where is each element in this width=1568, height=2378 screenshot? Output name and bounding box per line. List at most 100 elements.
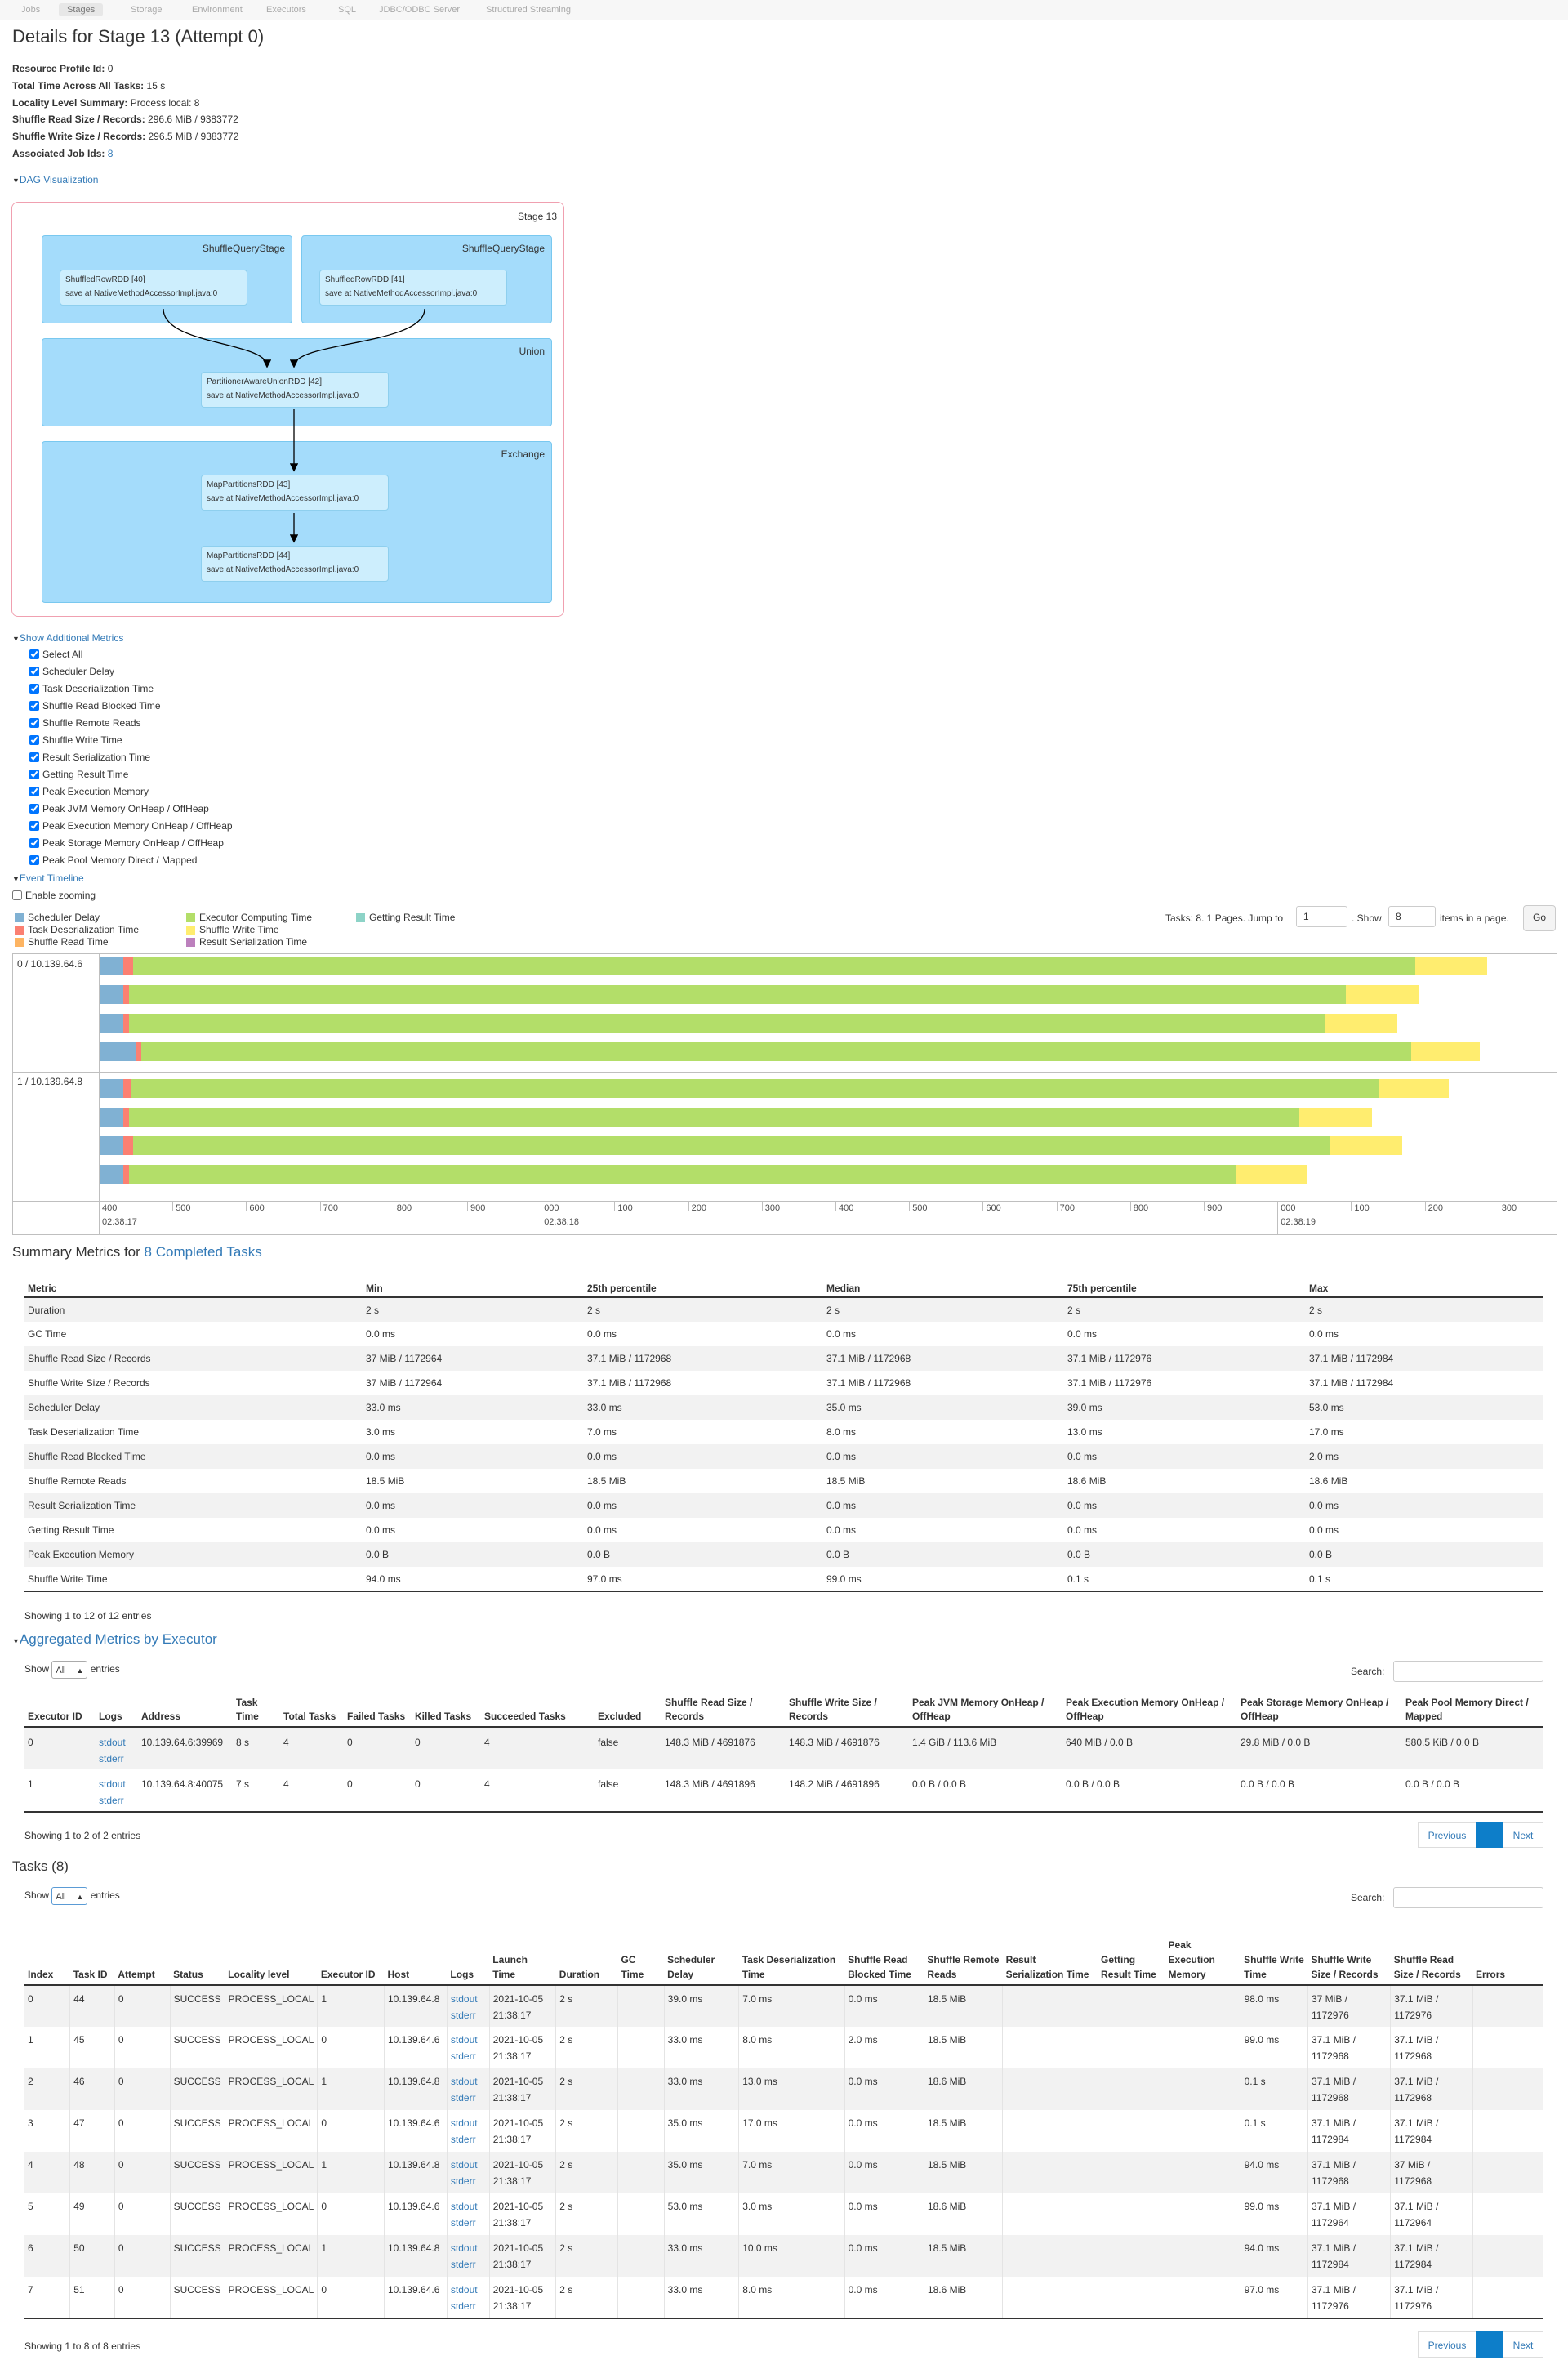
column-header[interactable]: 25th percentile <box>584 1273 823 1298</box>
timeline-task-bar[interactable] <box>13 1014 1557 1033</box>
column-header[interactable]: Logs <box>447 1920 490 1986</box>
nav-tab-sql[interactable]: SQL <box>338 5 357 15</box>
tasks-previous-button[interactable]: Previous <box>1418 2331 1477 2358</box>
go-button[interactable]: Go <box>1523 905 1556 931</box>
column-header[interactable]: Shuffle Read Size / Records <box>1390 1920 1473 1986</box>
column-header[interactable]: Killed Tasks <box>412 1692 481 1728</box>
executors-current-page[interactable] <box>1476 1822 1503 1848</box>
column-header[interactable]: 75th percentile <box>1064 1273 1306 1298</box>
nav-tab-storage[interactable]: Storage <box>131 5 163 15</box>
column-header[interactable]: Host <box>384 1920 448 1986</box>
column-header[interactable]: Succeeded Tasks <box>481 1692 595 1728</box>
metric-option-peak-execution-memory-onheap-offheap[interactable]: Peak Execution Memory OnHeap / OffHeap <box>29 818 233 835</box>
column-header[interactable]: Peak Storage Memory OnHeap / OffHeap <box>1237 1692 1402 1728</box>
nav-tab-environment[interactable]: Environment <box>192 5 243 15</box>
stderr-link[interactable]: stderr <box>450 2050 476 2062</box>
nav-tab-structured-streaming[interactable]: Structured Streaming <box>486 5 571 15</box>
stderr-link[interactable]: stderr <box>450 2092 476 2104</box>
dag-visualization-link[interactable]: DAG Visualization <box>19 174 99 185</box>
stdout-link[interactable]: stdout <box>450 2159 478 2171</box>
metric-option-task-deserialization-time[interactable]: Task Deserialization Time <box>29 680 233 698</box>
stdout-link[interactable]: stdout <box>450 2242 478 2254</box>
metric-option-peak-storage-memory-onheap-offheap[interactable]: Peak Storage Memory OnHeap / OffHeap <box>29 835 233 852</box>
column-header[interactable]: Excluded <box>595 1692 662 1728</box>
nav-tab-jobs[interactable]: Jobs <box>21 5 41 15</box>
column-header[interactable]: Shuffle Read Blocked Time <box>844 1920 924 1986</box>
metric-checkbox[interactable] <box>29 649 39 659</box>
stdout-link[interactable]: stdout <box>450 2117 478 2129</box>
timeline-task-bar[interactable] <box>13 1165 1557 1184</box>
metric-option-peak-execution-memory[interactable]: Peak Execution Memory <box>29 783 233 801</box>
tasks-search-input[interactable] <box>1393 1887 1544 1908</box>
metric-option-shuffle-write-time[interactable]: Shuffle Write Time <box>29 732 233 749</box>
aggregated-metrics-link[interactable]: Aggregated Metrics by Executor <box>19 1631 217 1647</box>
metric-checkbox[interactable] <box>29 701 39 711</box>
column-header[interactable]: Launch Time <box>489 1920 556 1986</box>
metric-option-scheduler-delay[interactable]: Scheduler Delay <box>29 663 233 680</box>
metric-checkbox[interactable] <box>29 667 39 676</box>
metric-checkbox[interactable] <box>29 752 39 762</box>
timeline-task-bar[interactable] <box>13 957 1557 975</box>
column-header[interactable]: Min <box>363 1273 584 1298</box>
stdout-link[interactable]: stdout <box>450 2076 478 2087</box>
executors-previous-button[interactable]: Previous <box>1418 1822 1477 1848</box>
metric-checkbox[interactable] <box>29 838 39 848</box>
column-header[interactable]: Locality level <box>225 1920 318 1986</box>
tasks-current-page[interactable] <box>1476 2331 1503 2358</box>
executors-search-input[interactable] <box>1393 1661 1544 1682</box>
column-header[interactable]: Peak JVM Memory OnHeap / OffHeap <box>909 1692 1062 1728</box>
column-header[interactable]: Shuffle Remote Reads <box>924 1920 1003 1986</box>
metric-checkbox[interactable] <box>29 718 39 728</box>
stderr-link[interactable]: stderr <box>450 2259 476 2270</box>
column-header[interactable]: Task ID <box>69 1920 115 1986</box>
column-header[interactable]: Result Serialization Time <box>1002 1920 1098 1986</box>
metric-checkbox[interactable] <box>29 855 39 865</box>
event-timeline-link[interactable]: Event Timeline <box>19 872 84 884</box>
metric-checkbox[interactable] <box>29 770 39 779</box>
nav-tab-jdbc-odbc-server[interactable]: JDBC/ODBC Server <box>379 5 461 15</box>
column-header[interactable]: Shuffle Read Size / Records <box>662 1692 786 1728</box>
column-header[interactable]: Peak Execution Memory <box>1165 1920 1241 1986</box>
column-header[interactable]: Duration <box>555 1920 618 1986</box>
metric-option-peak-pool-memory-direct-mapped[interactable]: Peak Pool Memory Direct / Mapped <box>29 852 233 869</box>
timeline-task-bar[interactable] <box>13 985 1557 1004</box>
column-header[interactable]: Executor ID <box>24 1692 96 1728</box>
column-header[interactable]: Shuffle Write Time <box>1241 1920 1308 1986</box>
stderr-link[interactable]: stderr <box>99 1753 124 1765</box>
column-header[interactable]: Index <box>24 1920 70 1986</box>
stdout-link[interactable]: stdout <box>450 2284 478 2295</box>
completed-tasks-link[interactable]: 8 Completed Tasks <box>144 1244 262 1260</box>
executors-page-size-select[interactable]: All ▲ <box>51 1661 88 1679</box>
rdd-node[interactable]: ShuffledRowRDD [41] save at NativeMethod… <box>319 270 507 306</box>
nav-tab-executors[interactable]: Executors <box>266 5 306 15</box>
metric-option-shuffle-remote-reads[interactable]: Shuffle Remote Reads <box>29 715 233 732</box>
metric-checkbox[interactable] <box>29 821 39 831</box>
stderr-link[interactable]: stderr <box>450 2217 476 2229</box>
stderr-link[interactable]: stderr <box>450 2300 476 2312</box>
column-header[interactable]: Shuffle Write Size / Records <box>786 1692 909 1728</box>
column-header[interactable]: Peak Pool Memory Direct / Mapped <box>1402 1692 1544 1728</box>
tasks-page-size-select[interactable]: All ▲ <box>51 1887 88 1905</box>
timeline-task-bar[interactable] <box>13 1136 1557 1155</box>
event-timeline-toggle[interactable]: ▼Event Timeline <box>12 872 84 884</box>
stdout-link[interactable]: stdout <box>450 2201 478 2212</box>
stdout-link[interactable]: stdout <box>99 1737 126 1748</box>
dag-visualization-toggle[interactable]: ▼DAG Visualization <box>12 174 98 185</box>
rdd-node[interactable]: PartitionerAwareUnionRDD [42] save at Na… <box>201 372 389 408</box>
additional-metrics-link[interactable]: Show Additional Metrics <box>19 632 124 644</box>
column-header[interactable]: Task Deserialization Time <box>738 1920 845 1986</box>
aggregated-metrics-toggle[interactable]: ▼Aggregated Metrics by Executor <box>12 1631 217 1648</box>
additional-metrics-toggle[interactable]: ▼Show Additional Metrics <box>12 632 123 644</box>
column-header[interactable]: Max <box>1306 1273 1544 1298</box>
column-header[interactable]: Total Tasks <box>280 1692 344 1728</box>
executors-next-button[interactable]: Next <box>1503 1822 1544 1848</box>
column-header[interactable]: Task Time <box>233 1692 280 1728</box>
stdout-link[interactable]: stdout <box>450 2034 478 2046</box>
column-header[interactable]: Logs <box>96 1692 138 1728</box>
metric-checkbox[interactable] <box>29 684 39 694</box>
column-header[interactable]: Metric <box>24 1273 363 1298</box>
column-header[interactable]: Address <box>138 1692 233 1728</box>
rdd-node[interactable]: ShuffledRowRDD [40] save at NativeMethod… <box>60 270 247 306</box>
column-header[interactable]: Median <box>823 1273 1064 1298</box>
column-header[interactable]: Failed Tasks <box>344 1692 412 1728</box>
